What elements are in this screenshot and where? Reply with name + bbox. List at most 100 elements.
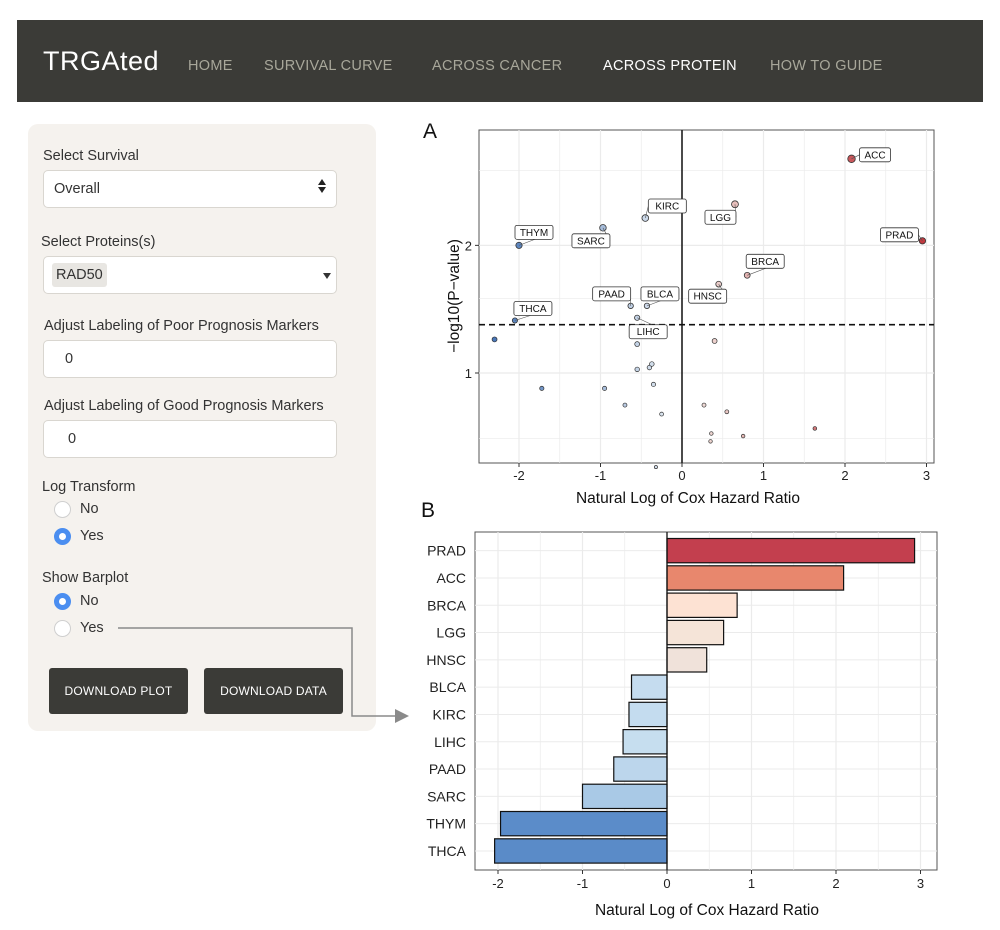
data-point xyxy=(701,402,707,408)
nav-home[interactable]: HOME xyxy=(188,58,233,74)
x-tick-label: 3 xyxy=(923,468,930,483)
bar-thym xyxy=(499,810,668,837)
point-label-box xyxy=(640,286,680,302)
x-tick-label: -2 xyxy=(492,876,504,891)
download-data-button[interactable]: DOWNLOAD DATA xyxy=(204,668,343,714)
category-label: THCA xyxy=(428,843,467,859)
poor-prognosis-input[interactable]: 0 xyxy=(43,340,337,378)
point-label: ACC xyxy=(864,150,885,161)
top-navbar: TRGAted HOME SURVIVAL CURVE ACROSS CANCE… xyxy=(17,20,983,102)
bar-paad xyxy=(613,756,668,782)
show-barplot-label: Show Barplot xyxy=(42,570,129,586)
panel-label-b: B xyxy=(421,499,436,522)
point-label: BRCA xyxy=(751,257,779,268)
point-label-box xyxy=(592,286,632,302)
category-label: LIHC xyxy=(434,734,466,750)
data-point xyxy=(602,385,608,391)
y-tick-label: 1 xyxy=(465,366,472,381)
data-point xyxy=(724,409,730,415)
point-label-box xyxy=(647,198,687,214)
survival-label: Select Survival xyxy=(43,148,139,164)
bar-kirc xyxy=(628,701,668,728)
point-label-box xyxy=(628,324,668,340)
log-no-label: No xyxy=(80,501,99,517)
survival-select-value: Overall xyxy=(54,181,100,197)
point-label: PAAD xyxy=(598,289,625,300)
x-tick-label: 0 xyxy=(663,876,670,891)
bar-lgg xyxy=(666,619,725,646)
point-label: LIHC xyxy=(637,327,660,338)
category-label: BLCA xyxy=(429,679,466,695)
proteins-label: Select Proteins(s) xyxy=(41,234,156,250)
barplot-no-label: No xyxy=(80,593,99,609)
label-leader xyxy=(851,154,860,160)
protein-chip[interactable]: RAD50 xyxy=(52,263,107,287)
bar-blca xyxy=(630,674,668,700)
download-plot-button[interactable]: DOWNLOAD PLOT xyxy=(49,668,188,714)
point-label-box xyxy=(514,224,554,240)
category-label: PRAD xyxy=(427,543,466,559)
bar-lihc xyxy=(622,728,668,755)
good-prognosis-input[interactable]: 0 xyxy=(43,420,337,458)
data-point xyxy=(812,426,818,431)
brand-logo[interactable]: TRGAted xyxy=(43,46,160,76)
bar-prad xyxy=(666,537,916,564)
barplot-yes-radio[interactable] xyxy=(54,620,71,637)
category-label: BRCA xyxy=(427,597,467,613)
category-label: SARC xyxy=(427,788,466,804)
bar-hnsc xyxy=(666,647,708,673)
point-label: THCA xyxy=(519,304,547,315)
label-leader xyxy=(918,234,923,241)
chevron-down-icon xyxy=(323,273,331,279)
poor-prognosis-label: Adjust Labeling of Poor Prognosis Marker… xyxy=(44,318,319,334)
category-label: KIRC xyxy=(433,706,466,722)
x-tick-label: 1 xyxy=(748,876,755,891)
data-point xyxy=(650,381,656,387)
point-label: LGG xyxy=(710,213,731,224)
x-tick-label: 3 xyxy=(917,876,924,891)
good-prognosis-label: Adjust Labeling of Good Prognosis Marker… xyxy=(44,398,324,414)
barplot-no-radio[interactable] xyxy=(54,593,71,610)
data-point xyxy=(634,366,640,372)
log-no-radio[interactable] xyxy=(54,501,71,518)
bar-thca xyxy=(494,838,668,864)
x-tick-label: 2 xyxy=(841,468,848,483)
point-label-box xyxy=(513,301,553,316)
plot-b-xlabel: Natural Log of Cox Hazard Ratio xyxy=(595,902,819,919)
y-tick-label: 2 xyxy=(465,238,472,253)
point-label-box xyxy=(571,233,611,249)
data-point xyxy=(709,431,714,436)
category-label: ACC xyxy=(436,570,466,586)
data-point xyxy=(659,411,664,417)
point-label: KIRC xyxy=(655,202,679,213)
point-label: HNSC xyxy=(694,292,722,303)
data-point xyxy=(708,439,713,444)
x-tick-label: 1 xyxy=(760,468,767,483)
bar-brca xyxy=(666,592,738,618)
sidebar-panel: Select Survival Overall Select Proteins(… xyxy=(28,124,376,731)
log-yes-radio[interactable] xyxy=(54,528,71,545)
nav-across-protein[interactable]: ACROSS PROTEIN xyxy=(603,58,737,74)
x-tick-label: -1 xyxy=(577,876,589,891)
point-label-box xyxy=(745,253,785,269)
data-point xyxy=(622,402,628,408)
data-point xyxy=(649,361,655,367)
nav-survival-curve[interactable]: SURVIVAL CURVE xyxy=(264,58,393,74)
nav-across-cancer[interactable]: ACROSS CANCER xyxy=(432,58,563,74)
nav-how-to-guide[interactable]: HOW TO GUIDE xyxy=(770,58,883,74)
plot-a-ylabel: −log10(P−value) xyxy=(446,239,463,353)
log-transform-label: Log Transform xyxy=(42,479,136,495)
poor-prognosis-value: 0 xyxy=(65,351,74,367)
point-label-box xyxy=(859,147,891,163)
category-label: LGG xyxy=(436,625,466,641)
good-prognosis-value: 0 xyxy=(68,431,77,447)
label-leader xyxy=(645,205,649,219)
point-label: THYM xyxy=(520,228,548,239)
x-tick-label: -1 xyxy=(595,468,607,483)
protein-select[interactable]: RAD50 xyxy=(43,256,337,294)
bar-sarc xyxy=(581,783,668,810)
x-tick-label: 0 xyxy=(678,468,685,483)
survival-select[interactable]: Overall xyxy=(43,170,337,208)
data-point xyxy=(646,364,653,371)
